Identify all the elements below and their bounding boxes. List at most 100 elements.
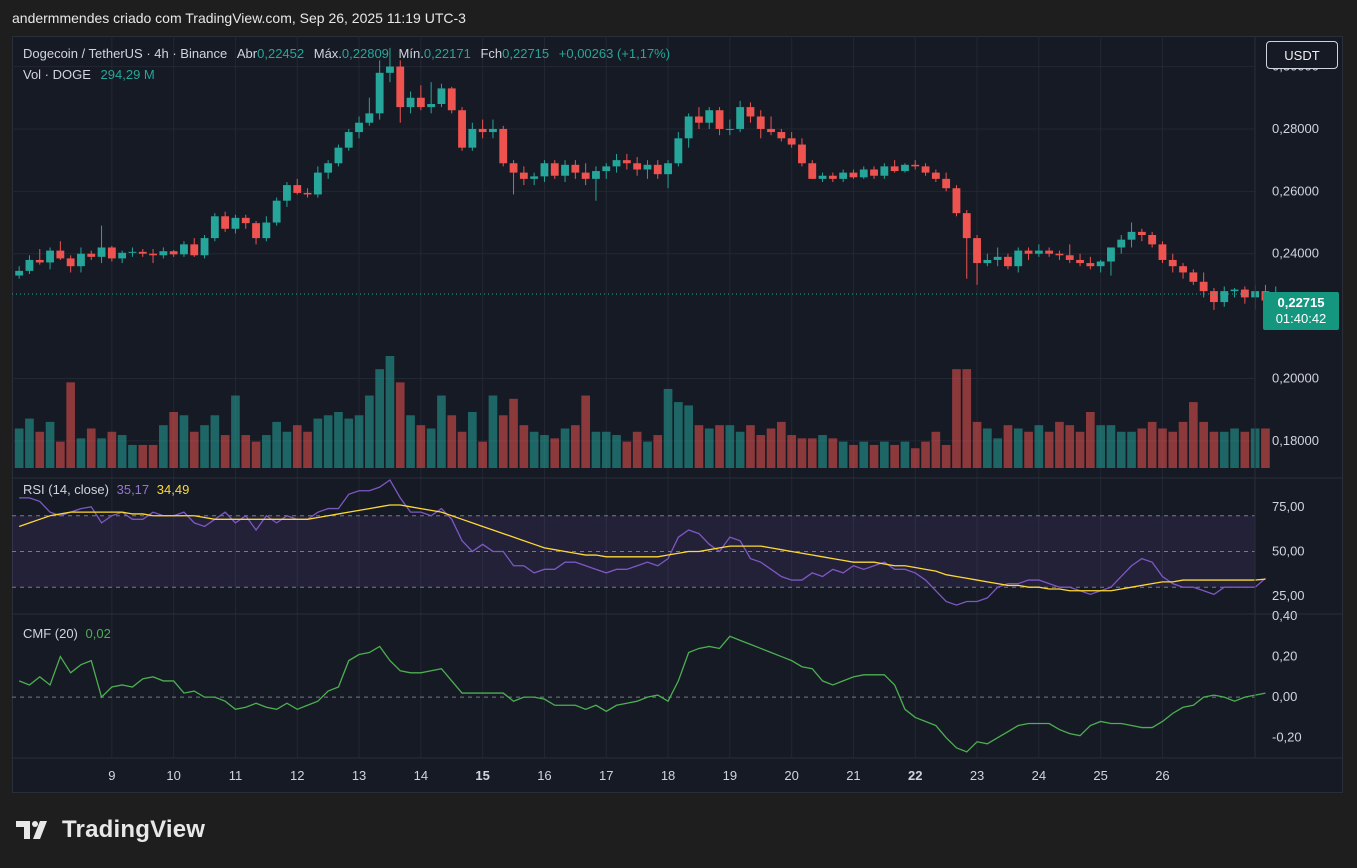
volume-bar xyxy=(807,438,817,468)
rsi-tick-label: 25,00 xyxy=(1272,588,1305,603)
candle-body xyxy=(210,216,219,239)
candle-body xyxy=(1117,239,1126,248)
last-price-value: 0,22715 xyxy=(1277,295,1325,310)
volume-bar xyxy=(550,438,560,468)
volume-bar xyxy=(509,398,518,468)
rsi-legend-value: 35,17 xyxy=(116,482,150,497)
candle-body xyxy=(622,160,631,164)
legend-low: 0,22171 xyxy=(423,46,471,61)
candle-body xyxy=(478,128,487,133)
candle-body xyxy=(128,251,137,253)
volume-bar xyxy=(1106,425,1116,468)
volume-bar xyxy=(622,441,632,468)
x-tick-label: 13 xyxy=(352,768,366,783)
x-tick-label: 17 xyxy=(599,768,613,783)
volume-bar xyxy=(1240,431,1250,468)
brand-name: TradingView xyxy=(62,816,206,843)
candle-body xyxy=(1210,291,1218,303)
legend-high: 0,22809 xyxy=(341,46,389,61)
legend-symbol: Dogecoin / TetherUS · 4h · Binance xyxy=(23,46,228,61)
candle-body xyxy=(612,160,621,167)
volume-bar xyxy=(45,421,55,468)
volume-bar xyxy=(1003,425,1013,468)
candles xyxy=(12,47,1280,310)
candle-body xyxy=(1055,253,1064,256)
candle-body xyxy=(87,253,96,257)
legend-low-label: Mín. xyxy=(398,46,424,61)
volume-bar xyxy=(117,435,127,468)
price-tick-label: 0,28000 xyxy=(1272,121,1319,136)
volume-bar xyxy=(941,444,951,468)
price-tick-label: 0,18000 xyxy=(1272,433,1319,448)
volume-bar xyxy=(643,441,652,468)
candle-body xyxy=(890,166,899,172)
volume-bar xyxy=(189,431,199,468)
candle-body xyxy=(952,188,961,214)
volume-bar xyxy=(519,425,529,468)
candle-body xyxy=(1220,291,1229,303)
rsi-ma-line xyxy=(18,504,1266,592)
brand-logo[interactable]: TradingView xyxy=(16,816,205,844)
candle-body xyxy=(1045,250,1054,254)
legend-vol-label: Vol · DOGE xyxy=(23,67,91,82)
candle-body xyxy=(581,172,590,179)
volume-bar xyxy=(900,441,910,468)
x-tick-label: 12 xyxy=(290,768,304,783)
candle-body xyxy=(756,116,765,129)
cmf-legend: CMF (20) 0,02 xyxy=(23,626,111,641)
candle-body xyxy=(1096,261,1105,267)
candle-body xyxy=(458,110,466,148)
volume-bar xyxy=(777,421,786,468)
candle-body xyxy=(1065,255,1074,260)
volume-bar xyxy=(1147,421,1157,468)
volume-bar xyxy=(849,444,858,468)
candle-body xyxy=(406,97,415,108)
candle-body xyxy=(468,128,477,148)
candle-body xyxy=(1014,250,1023,267)
legend-close: 0,22715 xyxy=(502,46,550,61)
volume-bar xyxy=(694,425,704,468)
grid xyxy=(12,36,1255,758)
rsi-tick-label: 50,00 xyxy=(1272,543,1305,558)
candle-body xyxy=(396,66,405,108)
volume-bar xyxy=(983,428,992,468)
volume-bar xyxy=(447,415,457,468)
volume-bar xyxy=(756,435,766,468)
chart-svg[interactable]: 910111213141516171819202122232425260,300… xyxy=(12,36,1343,793)
currency-button[interactable]: USDT xyxy=(1266,41,1338,69)
legend-main: Dogecoin / TetherUS · 4h · Binance Abr0,… xyxy=(23,46,670,61)
volume-bar xyxy=(787,435,796,468)
volume-bar xyxy=(97,438,106,468)
volume-bar xyxy=(56,441,65,468)
legend-volume: Vol · DOGE 294,29 M xyxy=(23,67,155,82)
volume-bar xyxy=(313,418,323,468)
candle-body xyxy=(334,147,343,164)
volume-bar xyxy=(334,412,343,468)
volume-bar xyxy=(365,395,374,468)
candle-body xyxy=(375,72,384,114)
volume-bar xyxy=(704,428,714,468)
price-tick-label: 0,20000 xyxy=(1272,370,1319,385)
indicator-bands xyxy=(12,515,1255,698)
candle-body xyxy=(344,132,353,148)
x-tick-label: 16 xyxy=(537,768,551,783)
candle-body xyxy=(684,116,693,139)
volume-bar xyxy=(385,356,395,468)
candle-body xyxy=(519,172,528,179)
volume-bar xyxy=(406,415,415,468)
volume-bar xyxy=(591,431,601,468)
candle-body xyxy=(550,163,559,176)
volume-bar xyxy=(828,438,838,468)
candle-body xyxy=(149,253,157,256)
candle-body xyxy=(921,166,930,173)
last-price-label: 0,22715 01:40:42 xyxy=(1263,292,1339,330)
candle-body xyxy=(427,103,436,108)
x-tick-label: 11 xyxy=(229,768,243,783)
candle-body xyxy=(993,256,1002,260)
candle-body xyxy=(365,113,374,123)
volume-bar xyxy=(272,421,281,468)
volume-bar xyxy=(498,415,508,468)
candle-body xyxy=(241,217,250,224)
volume-bar xyxy=(66,382,75,468)
volume-bar xyxy=(323,415,333,468)
